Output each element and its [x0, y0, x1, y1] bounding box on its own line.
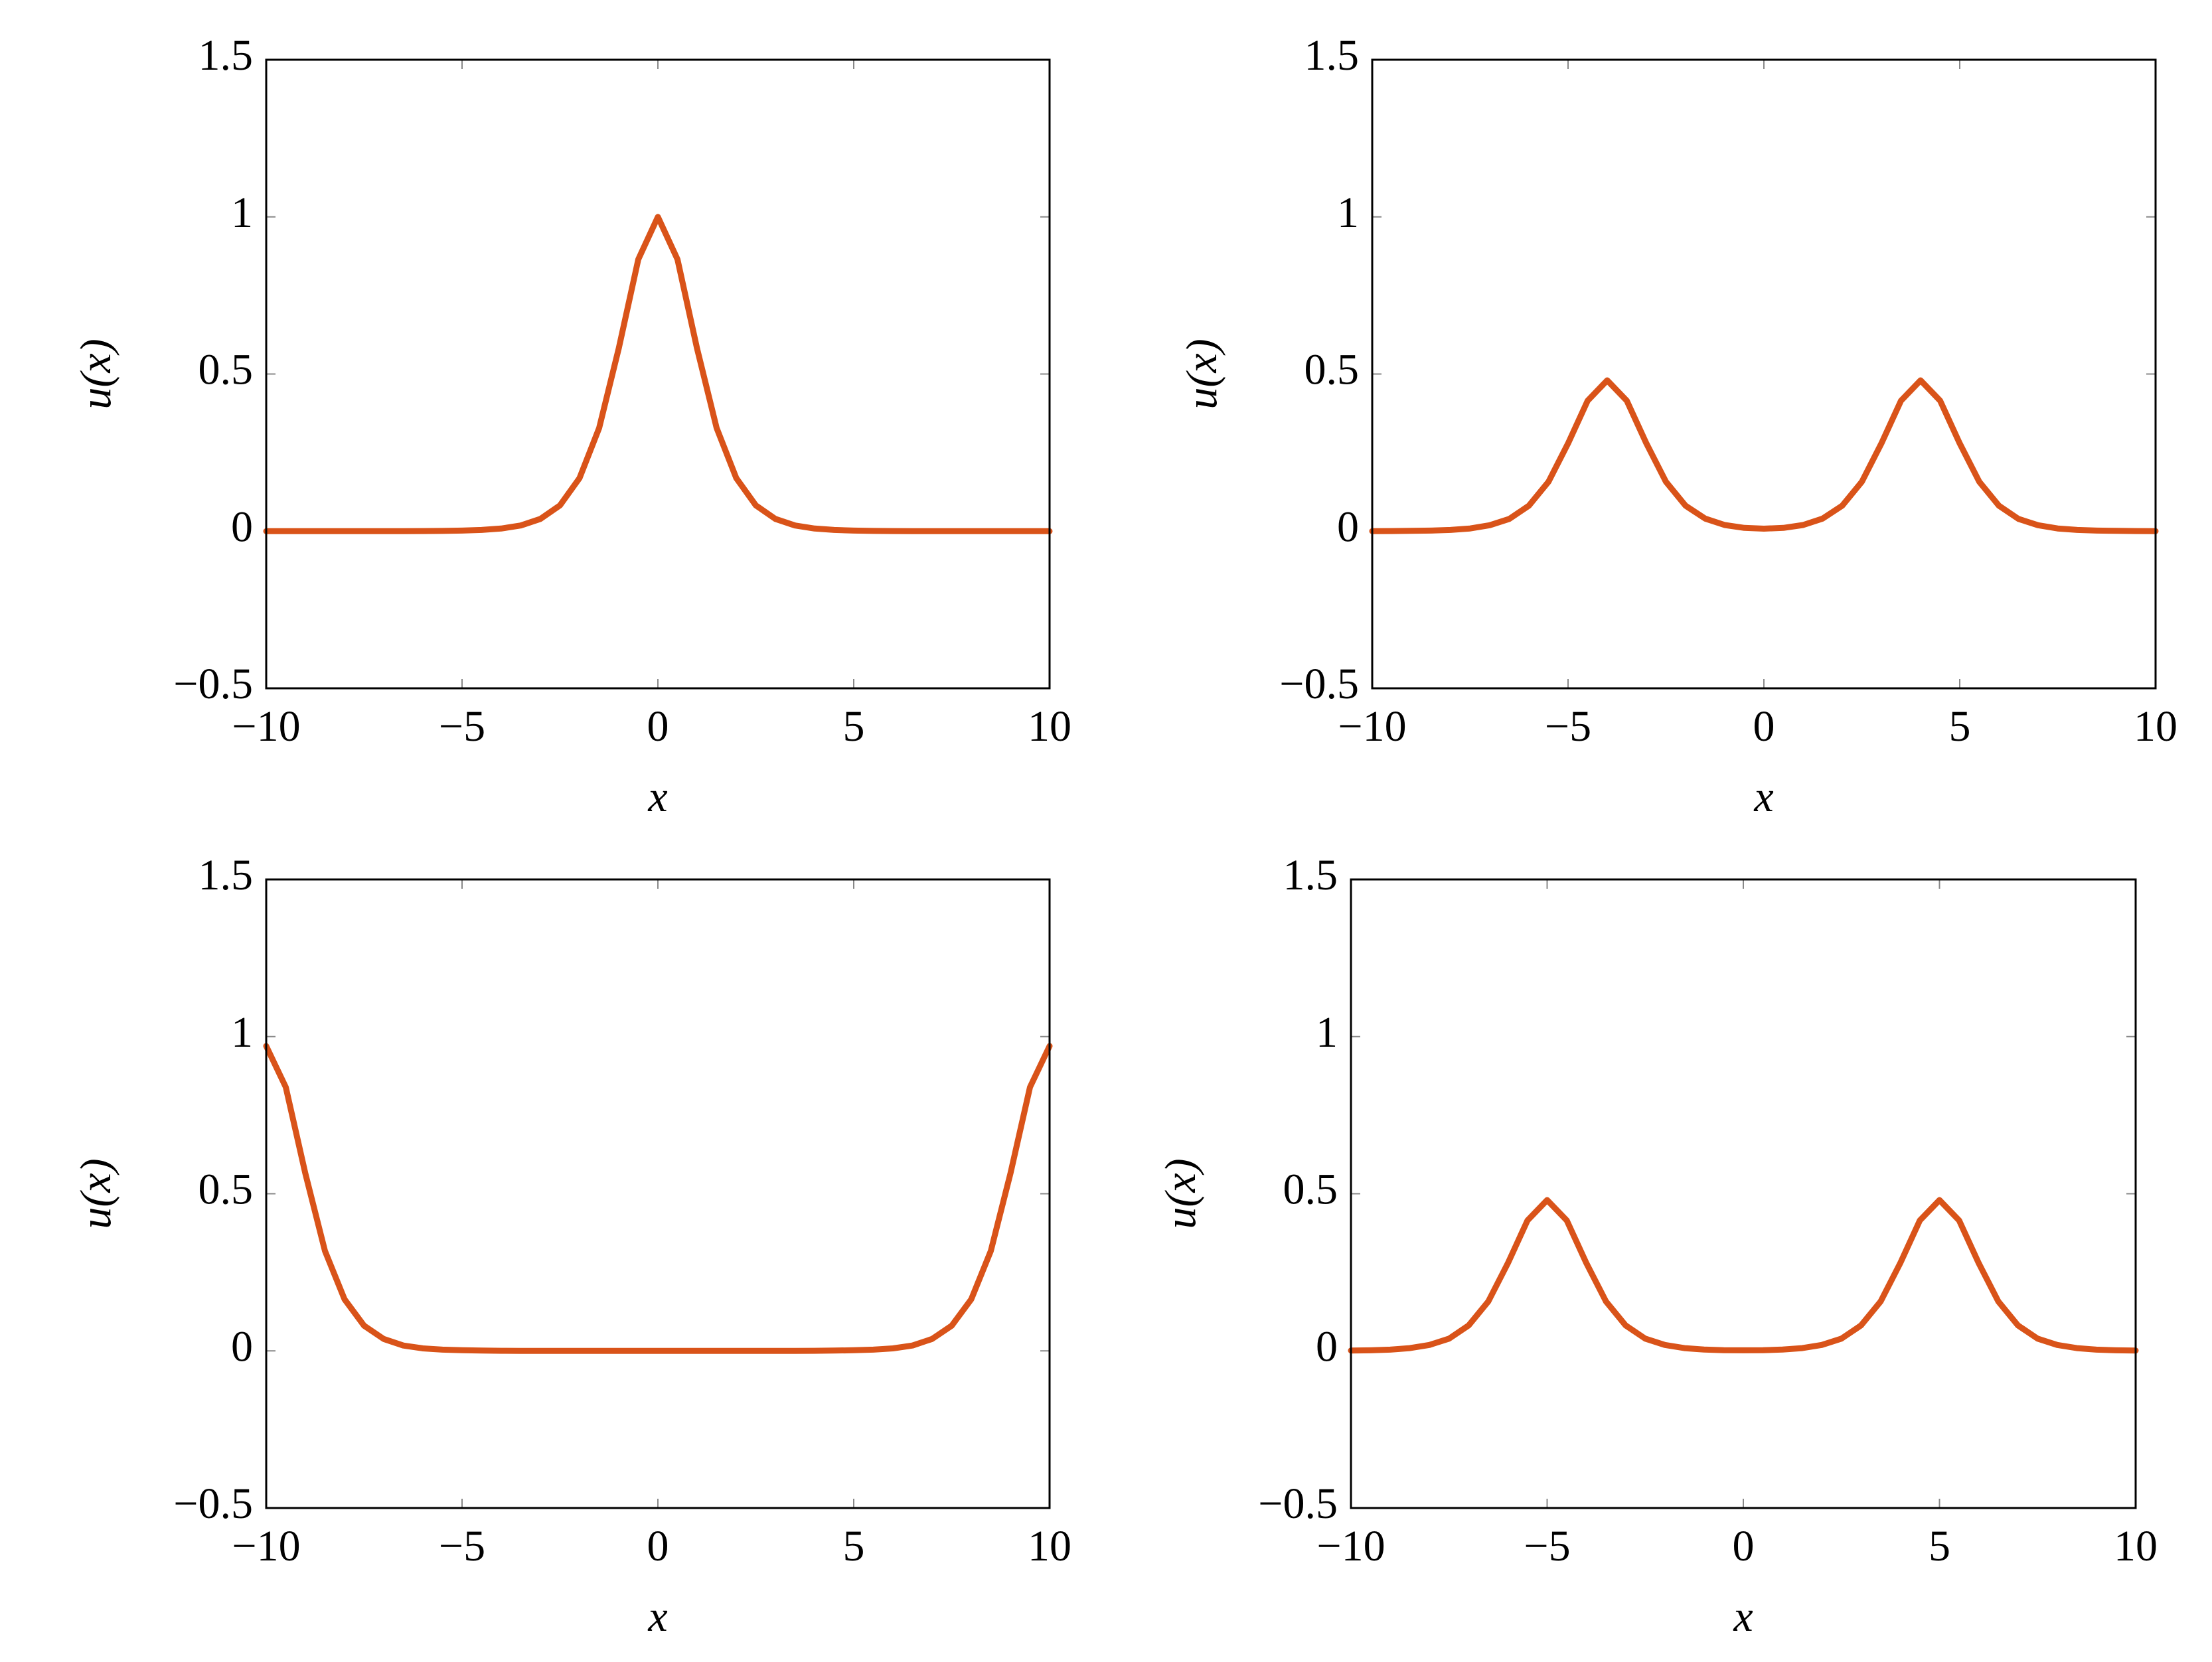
plot-frame [1350, 878, 2137, 1509]
data-line [1348, 1197, 2139, 1354]
x-tick-label: 10 [1028, 702, 1071, 751]
x-tick-label: −5 [439, 702, 485, 751]
y-tick-label: 0.5 [1283, 1166, 1338, 1214]
y-tick-label: 1 [1337, 189, 1359, 237]
x-tick-label: −10 [1338, 702, 1406, 751]
y-tick-label: 0 [231, 1322, 253, 1371]
y-tick-label: 0 [1316, 1322, 1338, 1371]
x-tick-label: −10 [232, 1522, 300, 1570]
x-tick-label: 5 [1929, 1522, 1950, 1570]
x-tick-label: 5 [843, 1522, 865, 1570]
y-tick-label: 1.5 [1283, 851, 1338, 899]
x-tick-label: 0 [647, 702, 669, 751]
y-tick-label: −0.5 [173, 660, 253, 708]
data-line [263, 214, 1053, 534]
x-tick-label: 10 [2134, 702, 2177, 751]
x-tick-label: 0 [1753, 702, 1775, 751]
y-tick-label: 1 [1316, 1008, 1338, 1057]
plot-frame [265, 878, 1051, 1509]
y-tick-label: 0.5 [198, 346, 254, 394]
y-tick-label: 0.5 [1304, 346, 1360, 394]
y-tick-label: −0.5 [1258, 1479, 1338, 1528]
x-axis-label: x [647, 773, 667, 821]
x-axis-label: x [1733, 1592, 1753, 1641]
x-tick-label: −5 [439, 1522, 485, 1570]
y-tick-label: 1.5 [198, 31, 254, 80]
x-tick-label: 5 [843, 702, 865, 751]
y-tick-label: 1.5 [1304, 31, 1360, 80]
y-tick-label: −0.5 [1279, 660, 1359, 708]
y-tick-label: 0 [231, 502, 253, 551]
data-line [1369, 377, 2159, 534]
data-line [263, 1043, 1053, 1354]
x-tick-label: 0 [1733, 1522, 1755, 1570]
x-tick-label: 0 [647, 1522, 669, 1570]
y-axis-label: u(x) [1178, 339, 1226, 409]
x-tick-label: −5 [1524, 1522, 1570, 1570]
y-tick-label: 1 [231, 1008, 253, 1057]
y-axis-label: u(x) [72, 1158, 120, 1229]
x-tick-label: 5 [1949, 702, 1971, 751]
x-tick-label: −5 [1545, 702, 1591, 751]
x-tick-label: 10 [2114, 1522, 2158, 1570]
x-axis-label: x [647, 1592, 667, 1641]
y-tick-label: 1.5 [198, 851, 254, 899]
x-axis-label: x [1753, 773, 1773, 821]
x-tick-label: 10 [1028, 1522, 1071, 1570]
x-tick-label: −10 [232, 702, 300, 751]
y-axis-label: u(x) [1156, 1158, 1205, 1229]
plot-frame [1371, 58, 2157, 690]
y-axis-label: u(x) [72, 339, 120, 409]
y-tick-label: 0.5 [198, 1166, 254, 1214]
x-tick-label: −10 [1316, 1522, 1385, 1570]
plot-frame [265, 58, 1051, 690]
y-tick-label: 1 [231, 189, 253, 237]
y-tick-label: −0.5 [173, 1479, 253, 1528]
y-tick-label: 0 [1337, 502, 1359, 551]
